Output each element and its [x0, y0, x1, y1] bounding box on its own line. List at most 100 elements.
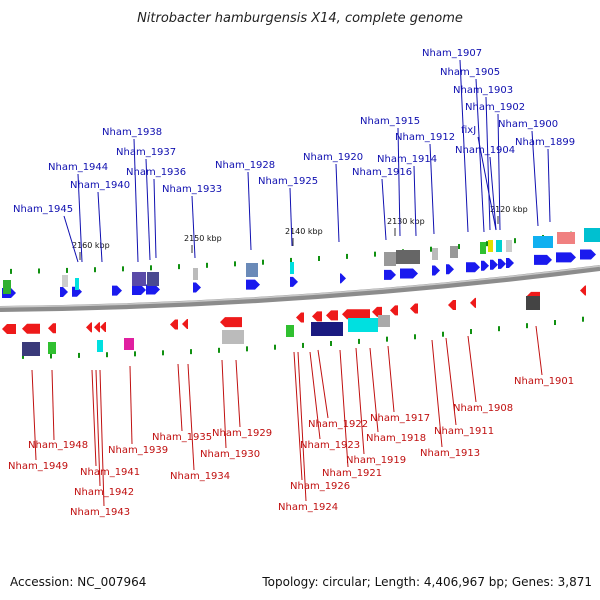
forward-gene — [60, 287, 68, 298]
forward-gene — [580, 249, 596, 260]
track-marker — [66, 267, 68, 273]
forward-gene-label: Nham_1899 — [515, 137, 575, 148]
reverse-gene-label: Nham_1926 — [290, 481, 350, 492]
forward-gene-label: Nham_1925 — [258, 176, 318, 187]
tick-label: 2160 kbp — [72, 241, 110, 250]
track-marker — [346, 253, 348, 259]
track-marker — [206, 262, 208, 268]
tick-label: 2130 kbp — [387, 217, 425, 226]
track-marker — [10, 268, 12, 274]
reverse-leader — [177, 363, 183, 432]
reverse-gene-label: Nham_1943 — [70, 507, 130, 518]
track-marker — [386, 336, 388, 342]
forward-feature — [506, 240, 512, 252]
forward-leader — [63, 215, 79, 263]
reverse-leader — [187, 363, 195, 471]
reverse-feature — [97, 340, 103, 352]
forward-gene-label: Nham_1914 — [377, 154, 437, 165]
reverse-gene-label: Nham_1934 — [170, 471, 230, 482]
reverse-gene-label: Nham_1921 — [322, 468, 382, 479]
gene-features — [2, 228, 600, 356]
forward-feature — [147, 272, 159, 286]
tick-label: 2120 kbp — [490, 205, 528, 214]
reverse-leader — [431, 339, 443, 448]
reverse-gene — [2, 323, 16, 334]
forward-feature — [75, 278, 79, 290]
reverse-leader — [297, 351, 307, 502]
reverse-gene — [372, 306, 382, 317]
track-marker — [374, 251, 376, 257]
forward-gene-label: Nham_1907 — [422, 48, 482, 59]
forward-leader — [289, 187, 293, 247]
forward-leader — [381, 178, 387, 241]
reverse-gene-label: Nham_1911 — [434, 426, 494, 437]
gene-labels: Nham_1945 Nham_1944 Nham_1940 Nham_1938 Nham… — [8, 48, 575, 518]
forward-gene-label: Nham_1944 — [48, 162, 108, 173]
reverse-leader — [445, 337, 457, 426]
forward-gene — [432, 265, 440, 276]
track-marker — [262, 259, 264, 265]
forward-leader — [145, 158, 151, 261]
forward-gene — [446, 264, 454, 275]
reverse-gene-label: Nham_1930 — [200, 449, 260, 460]
track-marker — [442, 331, 444, 337]
forward-feature — [432, 248, 438, 260]
forward-leader — [429, 143, 435, 235]
track-marker — [514, 238, 516, 244]
forward-feature — [488, 240, 493, 252]
tick-label: 2150 kbp — [184, 234, 222, 243]
reverse-leader — [339, 349, 349, 468]
forward-gene-label: Nham_1936 — [126, 167, 186, 178]
reverse-gene-label: Nham_1948 — [28, 440, 88, 451]
tick-label: 2140 kbp — [285, 227, 323, 236]
track-marker — [358, 338, 360, 344]
reverse-feature — [48, 342, 56, 354]
track-marker — [246, 346, 248, 352]
forward-leader — [413, 165, 417, 237]
reverse-gene — [580, 285, 586, 296]
forward-leader — [397, 127, 401, 237]
forward-feature — [450, 246, 458, 258]
reverse-leader — [317, 349, 329, 419]
forward-feature — [496, 240, 502, 252]
track-marker — [290, 257, 292, 263]
forward-gene — [466, 262, 480, 273]
forward-leader — [477, 136, 497, 231]
track-marker — [38, 268, 40, 274]
forward-leader — [459, 59, 469, 233]
track-marker — [50, 353, 52, 359]
forward-gene-label: Nham_1938 — [102, 127, 162, 138]
track-marker — [190, 349, 192, 355]
track-marker — [22, 353, 24, 359]
reverse-gene — [22, 323, 40, 334]
reverse-gene-label: Nham_1935 — [152, 432, 212, 443]
forward-feature — [396, 250, 420, 264]
reverse-leader — [129, 365, 133, 445]
track-marker — [150, 265, 152, 271]
reverse-gene-label: Nham_1923 — [300, 440, 360, 451]
reverse-gene-label: Nham_1917 — [370, 413, 430, 424]
reverse-gene — [296, 312, 304, 323]
reverse-gene-label: Nham_1919 — [346, 455, 406, 466]
forward-leader — [485, 96, 491, 231]
reverse-gene — [86, 322, 92, 333]
track-marker — [94, 267, 96, 273]
reverse-leader — [99, 369, 105, 507]
track-marker — [122, 266, 124, 272]
reverse-gene — [326, 310, 338, 321]
track-marker — [582, 316, 584, 322]
reverse-leader — [235, 359, 241, 428]
reverse-leader — [95, 369, 101, 487]
reverse-leader — [309, 351, 321, 440]
reverse-gene-label: Nham_1922 — [308, 419, 368, 430]
forward-feature — [480, 242, 486, 254]
forward-leader — [489, 156, 497, 231]
forward-gene-label: Nham_1900 — [498, 119, 558, 130]
track-marker — [274, 344, 276, 350]
track-marker — [498, 326, 500, 332]
forward-gene — [498, 258, 506, 269]
forward-leader — [153, 178, 157, 259]
reverse-feature — [22, 342, 40, 356]
reverse-gene — [390, 305, 398, 316]
